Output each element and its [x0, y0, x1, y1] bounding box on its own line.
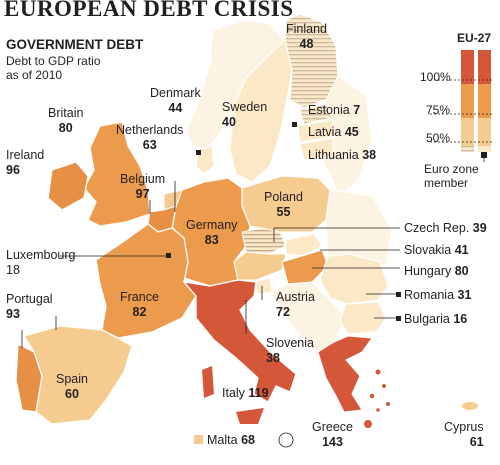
region-norway: [185, 19, 286, 151]
label-finland: Finland 48: [286, 22, 327, 51]
region-ireland: [47, 161, 89, 211]
note-line-1: Debt to GDP ratio: [6, 54, 101, 68]
label-estonia: Estonia 7: [308, 103, 361, 117]
label-ireland: Ireland 96: [6, 148, 45, 177]
label-spain: Spain 60: [56, 372, 88, 401]
label-cyprus: Cyprus 61: [444, 420, 484, 449]
legend-bars: [430, 50, 494, 162]
label-sweden: Sweden 40: [222, 100, 268, 129]
region-slovenia: [253, 277, 273, 295]
malta-marker: [278, 432, 294, 448]
greek-islands: [369, 369, 390, 412]
label-hungary: Hungary 80: [404, 264, 469, 278]
legend-eurozone: Euro zone member: [424, 162, 479, 190]
region-france: [95, 223, 197, 339]
region-crete: [364, 420, 372, 428]
label-portugal: Portugal 93: [6, 292, 53, 321]
region-portugal: [15, 342, 43, 413]
label-belgium: Belgium 97: [120, 172, 166, 201]
note: Debt to GDP ratio as of 2010: [6, 54, 101, 82]
label-malta: Malta 68: [194, 433, 255, 448]
region-balkans-nonEU: [269, 281, 347, 353]
subtitle: GOVERNMENT DEBT: [6, 37, 144, 52]
region-sardinia: [202, 366, 214, 398]
label-italy: Italy 119: [222, 386, 269, 400]
region-sweden: [229, 38, 293, 183]
region-austria: [233, 251, 287, 281]
legend-tick-75: 75%: [426, 103, 451, 117]
label-britain: Britain 80: [48, 106, 84, 135]
leader-lines: [21, 181, 400, 348]
label-germany: Germany 83: [186, 218, 238, 247]
leader-markers: [166, 122, 401, 321]
region-sicily: [236, 408, 264, 424]
malta-swatch: [194, 435, 203, 444]
label-greece: Greece 143: [312, 420, 353, 449]
note-line-2: as of 2010: [6, 68, 63, 82]
label-bulgaria: Bulgaria 16: [404, 312, 468, 326]
region-lithuania: [299, 137, 335, 161]
label-slovakia: Slovakia 41: [404, 243, 469, 257]
legend-tick-100: 100%: [420, 70, 451, 84]
page-title: EUROPEAN DEBT CRISIS: [4, 0, 294, 21]
label-poland: Poland 55: [264, 190, 303, 219]
label-france: France 82: [120, 290, 159, 319]
region-latvia: [297, 119, 337, 143]
region-cyprus: [462, 402, 478, 410]
region-bulgaria: [339, 301, 387, 335]
legend-heading: EU-27: [457, 31, 492, 45]
region-estonia: [299, 103, 333, 125]
region-greece: [317, 335, 373, 413]
label-slovenia: Slovenia 38: [266, 336, 314, 365]
region-czech: [241, 227, 287, 255]
region-britain: [83, 121, 151, 227]
legend-tick-50: 50%: [426, 131, 451, 145]
label-latvia: Latvia 45: [308, 125, 359, 139]
label-netherlands: Netherlands 63: [116, 123, 184, 152]
region-italy: [182, 279, 297, 403]
legend-eurozone-line1: Euro zone: [424, 162, 479, 176]
region-slovakia: [285, 233, 323, 257]
label-czech: Czech Rep. 39: [404, 221, 487, 235]
region-romania: [319, 253, 389, 305]
label-romania: Romania 31: [404, 288, 472, 302]
label-luxembourg: Luxembourg 18: [6, 248, 76, 277]
label-denmark: Denmark 44: [150, 86, 201, 115]
legend-eurozone-line2: member: [424, 176, 469, 190]
label-austria: Austria 72: [276, 290, 315, 319]
label-lithuania: Lithuania 38: [308, 148, 377, 162]
